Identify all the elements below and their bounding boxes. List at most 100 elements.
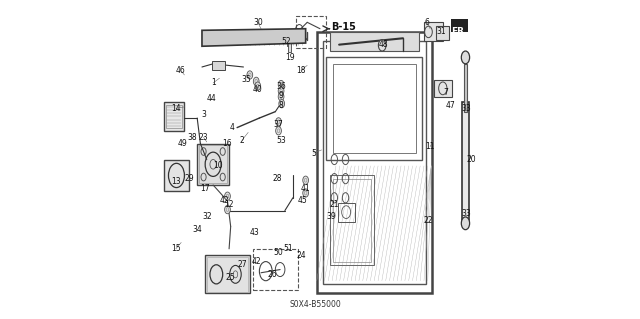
Bar bbox=[436, 26, 449, 40]
Text: FR.: FR. bbox=[451, 27, 468, 36]
Text: 42: 42 bbox=[252, 257, 261, 266]
Text: B-15: B-15 bbox=[332, 22, 356, 32]
Text: 40: 40 bbox=[253, 85, 262, 94]
Bar bbox=[288, 41, 291, 52]
Text: 22: 22 bbox=[424, 216, 433, 225]
Bar bbox=[434, 80, 452, 97]
Text: 37: 37 bbox=[273, 120, 283, 129]
Bar bbox=[464, 64, 467, 112]
Bar bbox=[296, 16, 326, 48]
Text: 53: 53 bbox=[276, 136, 286, 145]
Text: 46: 46 bbox=[176, 66, 186, 75]
Text: 28: 28 bbox=[272, 174, 282, 183]
Bar bbox=[330, 32, 419, 51]
Text: 11: 11 bbox=[426, 142, 435, 151]
Text: 21: 21 bbox=[330, 200, 339, 209]
Text: 13: 13 bbox=[171, 177, 180, 186]
Bar bbox=[323, 41, 426, 284]
Text: 33: 33 bbox=[462, 104, 472, 113]
Text: 7: 7 bbox=[444, 88, 449, 97]
Bar bbox=[286, 33, 291, 36]
Text: 47: 47 bbox=[446, 101, 456, 110]
Text: 52: 52 bbox=[282, 37, 291, 46]
Ellipse shape bbox=[461, 217, 470, 230]
Text: 41: 41 bbox=[301, 184, 310, 193]
Text: 44: 44 bbox=[207, 94, 216, 103]
Polygon shape bbox=[202, 29, 306, 46]
Text: 12: 12 bbox=[225, 200, 234, 209]
Ellipse shape bbox=[303, 189, 308, 197]
Text: 3: 3 bbox=[201, 110, 206, 119]
Text: 2: 2 bbox=[239, 136, 244, 145]
Ellipse shape bbox=[255, 82, 260, 90]
Text: S0X4-B55000: S0X4-B55000 bbox=[290, 300, 342, 309]
Bar bbox=[287, 34, 290, 46]
Ellipse shape bbox=[247, 71, 253, 79]
Text: 5: 5 bbox=[311, 149, 316, 158]
Text: 27: 27 bbox=[237, 260, 246, 269]
Text: 35: 35 bbox=[242, 75, 252, 84]
Ellipse shape bbox=[461, 51, 470, 64]
Text: 17: 17 bbox=[200, 184, 210, 193]
Text: 24: 24 bbox=[296, 251, 306, 260]
Ellipse shape bbox=[253, 77, 259, 85]
Text: 10: 10 bbox=[213, 161, 223, 170]
Text: 16: 16 bbox=[223, 139, 232, 148]
Bar bbox=[197, 144, 229, 185]
Text: 29: 29 bbox=[184, 174, 194, 183]
Text: 23: 23 bbox=[199, 133, 209, 142]
Text: 51: 51 bbox=[284, 244, 293, 253]
Ellipse shape bbox=[378, 40, 386, 51]
Text: 1: 1 bbox=[211, 78, 216, 87]
Ellipse shape bbox=[225, 192, 230, 200]
Bar bbox=[424, 22, 443, 41]
Ellipse shape bbox=[276, 127, 282, 135]
Bar bbox=[166, 105, 182, 128]
Text: 9: 9 bbox=[278, 91, 284, 100]
Ellipse shape bbox=[279, 100, 285, 108]
Bar bbox=[326, 57, 422, 160]
Text: 15: 15 bbox=[171, 244, 180, 253]
Bar bbox=[337, 203, 355, 222]
Text: 25: 25 bbox=[226, 273, 236, 282]
Bar bbox=[462, 102, 469, 223]
Bar bbox=[330, 175, 374, 265]
Ellipse shape bbox=[278, 80, 284, 89]
Text: 6: 6 bbox=[424, 18, 429, 27]
Text: 14: 14 bbox=[171, 104, 180, 113]
Bar bbox=[333, 64, 416, 153]
Text: 39: 39 bbox=[326, 212, 336, 221]
Ellipse shape bbox=[276, 118, 282, 126]
Text: 8: 8 bbox=[278, 101, 284, 110]
Text: 45: 45 bbox=[298, 197, 307, 205]
Bar bbox=[164, 102, 184, 131]
Bar bbox=[205, 255, 250, 293]
Text: 38: 38 bbox=[188, 133, 197, 142]
Ellipse shape bbox=[278, 93, 284, 101]
Bar bbox=[333, 179, 371, 262]
Ellipse shape bbox=[278, 87, 284, 95]
Text: 33: 33 bbox=[462, 209, 472, 218]
Bar bbox=[317, 32, 431, 293]
Text: 48: 48 bbox=[379, 40, 388, 49]
Text: 20: 20 bbox=[467, 155, 476, 164]
Text: 36: 36 bbox=[277, 82, 287, 91]
Text: 4: 4 bbox=[230, 123, 235, 132]
Text: 18: 18 bbox=[296, 66, 306, 75]
Text: 31: 31 bbox=[436, 27, 446, 36]
Ellipse shape bbox=[225, 205, 230, 214]
Bar bbox=[451, 19, 468, 32]
Text: 34: 34 bbox=[192, 225, 202, 234]
Text: 32: 32 bbox=[203, 212, 212, 221]
Text: 49: 49 bbox=[177, 139, 187, 148]
Text: 43: 43 bbox=[250, 228, 259, 237]
Text: 30: 30 bbox=[253, 18, 262, 27]
Bar bbox=[164, 160, 189, 191]
Text: 42: 42 bbox=[220, 197, 229, 205]
Text: 19: 19 bbox=[285, 53, 294, 62]
Bar bbox=[212, 61, 225, 70]
Text: 26: 26 bbox=[268, 270, 277, 279]
Bar bbox=[253, 249, 298, 290]
Bar bbox=[287, 39, 292, 42]
Bar bbox=[207, 257, 248, 292]
